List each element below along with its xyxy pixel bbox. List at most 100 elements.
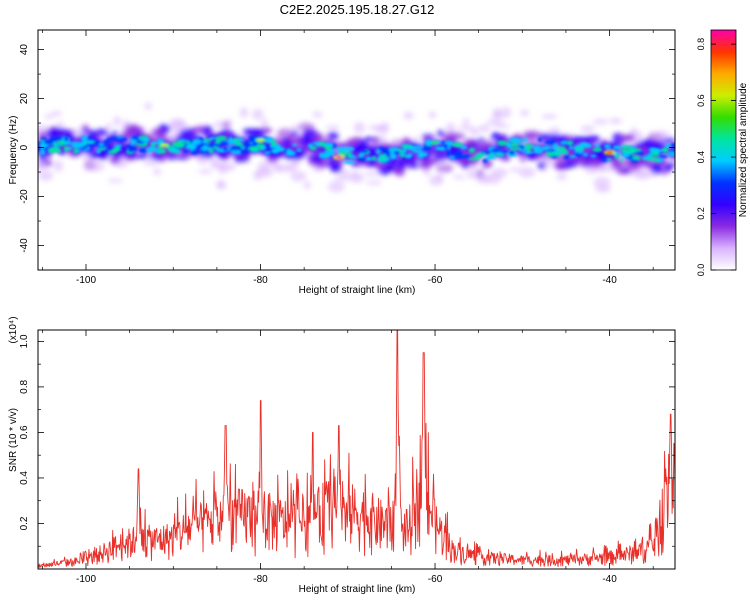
heatmap-cell	[292, 143, 297, 147]
spectrogram-y-tick-label: -20	[19, 189, 30, 204]
heatmap-cell	[563, 154, 570, 160]
heatmap-cell	[421, 146, 432, 151]
heatmap-cell	[621, 152, 630, 158]
heatmap-cell	[168, 148, 179, 153]
heatmap-cell	[196, 144, 202, 148]
heatmap-cell	[393, 150, 400, 155]
snr-x-label: Height of straight line (km)	[299, 584, 416, 595]
heatmap-cell	[138, 147, 149, 154]
heatmap-cell	[396, 160, 407, 170]
heatmap-cell	[663, 162, 675, 168]
heatmap-cell	[349, 172, 364, 184]
heatmap-cell	[198, 169, 213, 174]
heatmap-cell	[324, 145, 332, 151]
heatmap-cell	[658, 155, 669, 159]
heatmap-cell	[192, 140, 198, 145]
heatmap-cell	[427, 103, 439, 111]
heatmap-cell	[417, 152, 425, 159]
heatmap-cell	[446, 150, 452, 157]
heatmap-cell	[412, 149, 423, 154]
heatmap-cell	[114, 144, 123, 148]
heatmap-cell	[140, 138, 150, 143]
heatmap-cell	[235, 149, 241, 155]
snr-ticks: -100 -80 -60 -40 0.2 0.4 0.6 0.8 1.0	[19, 330, 675, 585]
heatmap-cell	[146, 148, 153, 153]
spectrogram-x-label: Height of straight line (km)	[299, 285, 416, 296]
heatmap-cell	[264, 151, 271, 155]
heatmap-cell	[38, 153, 46, 163]
heatmap-cell	[541, 155, 552, 162]
heatmap-cell	[51, 110, 63, 116]
heatmap-cell	[149, 154, 159, 159]
heatmap-cell	[98, 143, 105, 147]
heatmap-cell	[575, 147, 585, 151]
heatmap-cell	[620, 135, 627, 143]
heatmap-cell	[643, 142, 654, 147]
heatmap-cell	[284, 140, 292, 150]
heatmap-cell	[155, 131, 167, 139]
heatmap-cell	[566, 140, 574, 146]
heatmap-cell	[336, 147, 345, 152]
colorbar-tick-label: 0.8	[696, 38, 706, 51]
heatmap-cell	[377, 135, 387, 145]
heatmap-cell	[590, 154, 597, 158]
heatmap-cell	[150, 142, 156, 147]
heatmap-cell	[158, 148, 167, 154]
heatmap-cell	[312, 111, 323, 118]
heatmap-cell	[244, 140, 250, 145]
snr-x-tick-label: -40	[602, 574, 617, 585]
heatmap-cell	[499, 153, 504, 157]
heatmap-cell	[478, 124, 491, 133]
heatmap-cell	[353, 122, 365, 134]
heatmap-cell	[130, 140, 136, 146]
heatmap-cell	[490, 148, 502, 153]
heatmap-cell	[200, 146, 212, 151]
heatmap-cell	[261, 118, 268, 128]
heatmap-cell	[306, 189, 324, 196]
heatmap-cell	[627, 148, 637, 154]
snr-y-tick-label: 1.0	[19, 334, 30, 348]
heatmap-cell	[72, 145, 82, 149]
heatmap-cell	[486, 118, 504, 126]
spectrogram-x-tick-label: -100	[76, 275, 96, 286]
heatmap-cell	[434, 154, 448, 161]
heatmap-cell	[289, 125, 302, 131]
heatmap-cell	[232, 137, 241, 142]
heatmap-cell	[527, 139, 539, 145]
heatmap-cell	[311, 132, 324, 143]
snr-y-label: SNR (10 * v/v)	[8, 408, 19, 472]
heatmap-cell	[554, 151, 562, 157]
heatmap-cell	[262, 127, 272, 134]
colorbar-tick-label: 0.2	[696, 207, 706, 220]
heatmap-cell	[595, 186, 611, 193]
heatmap-cell	[544, 139, 557, 145]
heatmap-cell	[252, 108, 264, 121]
heatmap-cell	[658, 158, 664, 163]
heatmap-core	[38, 135, 675, 164]
heatmap-cell	[611, 159, 624, 170]
heatmap-cell	[547, 127, 561, 135]
spectrogram-y-tick-label: 20	[19, 93, 30, 105]
heatmap-cell	[116, 137, 128, 142]
heatmap-cell	[290, 159, 300, 169]
heatmap-peak	[431, 141, 439, 145]
heatmap-cell	[428, 111, 437, 119]
heatmap-cell	[655, 130, 670, 139]
heatmap-cell	[122, 129, 136, 139]
heatmap-cell	[508, 150, 515, 155]
heatmap-cell	[296, 148, 303, 152]
snr-y-tick-label: 0.4	[19, 471, 30, 485]
heatmap-cell	[382, 149, 390, 155]
heatmap-cell	[347, 154, 352, 159]
heatmap-cell	[485, 156, 493, 160]
heatmap-cell	[125, 144, 135, 150]
heatmap-cell	[53, 160, 64, 172]
heatmap-cell	[53, 128, 61, 137]
heatmap-cell	[592, 147, 603, 153]
heatmap-cell	[112, 147, 123, 152]
heatmap-cell	[111, 130, 118, 136]
heatmap-cell	[556, 172, 567, 181]
figure-title: C2E2.2025.195.18.27.G12	[280, 2, 435, 17]
heatmap-cell	[497, 140, 508, 146]
heatmap-cell	[319, 152, 324, 156]
